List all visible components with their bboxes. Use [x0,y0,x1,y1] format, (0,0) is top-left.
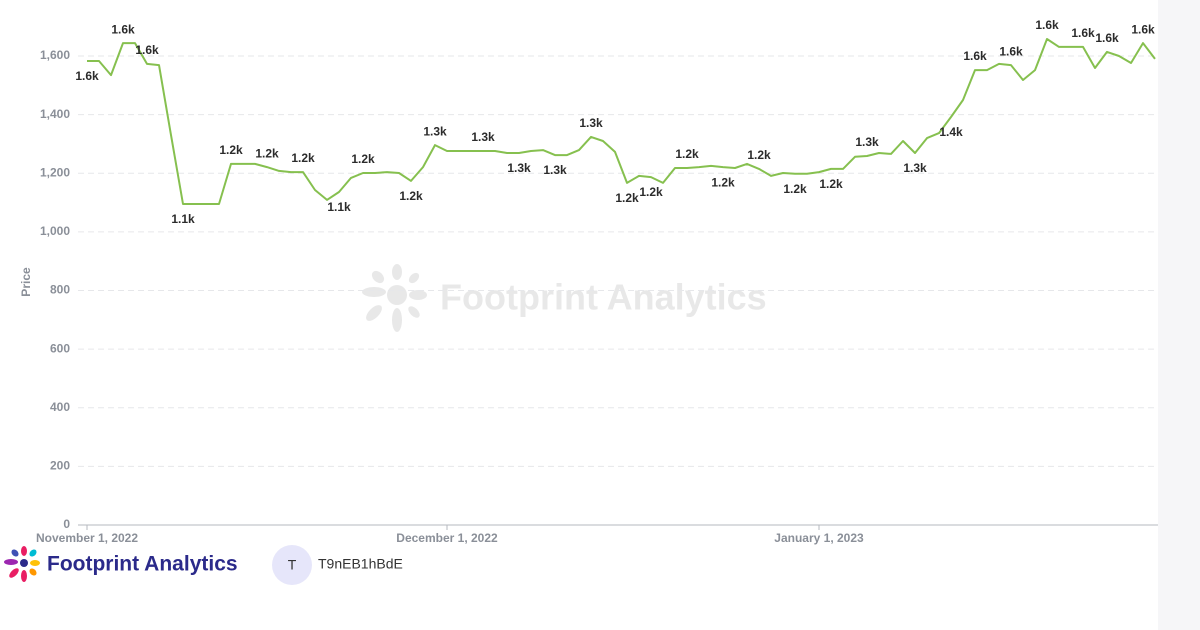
avatar-letter: T [288,557,297,573]
data-label: 1.2k [351,152,375,166]
brand-name: Footprint Analytics [47,553,238,576]
side-panel [1158,0,1200,630]
watermark-text: Footprint Analytics [440,277,767,318]
watermark: Footprint Analytics [362,264,767,332]
data-label: 1.3k [855,135,879,149]
plot: 1.6k1.6k1.6k1.1k1.2k 1.2k 1.2k1.1k1.2k1.2k… [75,18,1156,226]
data-label: 1.2k [639,185,663,199]
data-label: 1.2k [291,151,315,165]
data-label: 1.2k [819,177,843,191]
data-label: 1.3k [507,161,531,175]
x-tick-label: December 1, 2022 [396,531,498,545]
data-label: 1.2k [255,146,279,160]
y-axis-title: Price [19,267,33,297]
data-label: 1.2k [399,189,423,203]
data-label: 1.6k [1095,31,1119,45]
x-tick-label: January 1, 2023 [774,531,864,545]
data-label: 1.2k [219,143,243,157]
data-label: 1.6k [111,22,135,36]
data-label: 1.2k [747,148,771,162]
data-label: 1.2k [675,147,699,161]
data-label: 1.3k [543,163,567,177]
y-tick-label: 600 [50,341,70,355]
data-label: 1.1k [171,212,195,226]
y-tick-label: 400 [50,400,70,414]
brand-logo [4,546,40,582]
avatar [272,545,312,585]
data-label: 1.4k [939,125,963,139]
data-label: 1.6k [1071,26,1095,40]
data-label: 1.3k [423,124,447,138]
data-label: 1.6k [135,43,159,57]
y-tick-label: 1,400 [40,107,70,121]
data-label: 1.6k [999,44,1023,58]
data-label: 1.2k [615,191,639,205]
data-label: 1.3k [579,116,603,130]
price-line [87,38,1156,205]
y-tick-label: 1,600 [40,48,70,62]
y-tick-label: 800 [50,283,70,297]
data-label: 1.2k [711,175,735,189]
y-tick-label: 1,000 [40,224,70,238]
data-label: 1.3k [903,161,927,175]
data-label: 1.6k [1131,22,1155,36]
y-tick-label: 0 [63,517,70,531]
data-label: 1.2k [783,182,807,196]
data-label: 1.6k [75,69,99,83]
data-label: 1.6k [1035,18,1059,32]
data-label: 1.3k [471,130,495,144]
data-label: 1.6k [963,49,987,63]
footer: Footprint Analytics T T9nEB1hBdE [4,545,403,585]
y-tick-label: 200 [50,459,70,473]
y-tick-label: 1,200 [40,165,70,179]
data-label: 1.1k [327,200,351,214]
x-tick-label: November 1, 2022 [36,531,138,545]
user-name: T9nEB1hBdE [318,556,403,572]
